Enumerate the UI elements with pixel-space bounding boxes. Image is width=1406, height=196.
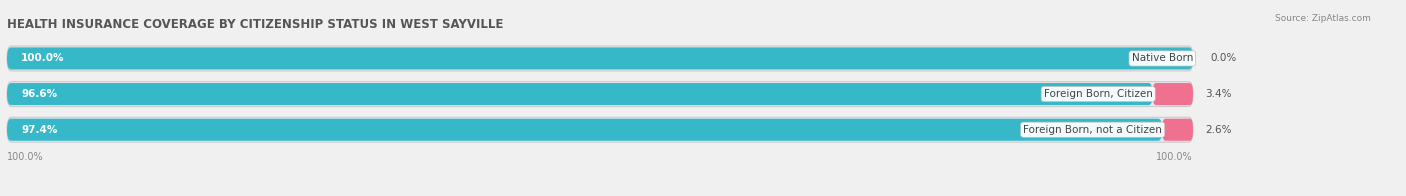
Text: 97.4%: 97.4% <box>21 125 58 135</box>
Text: 100.0%: 100.0% <box>7 152 44 162</box>
FancyBboxPatch shape <box>7 82 1192 107</box>
FancyBboxPatch shape <box>7 119 1163 141</box>
FancyBboxPatch shape <box>7 117 1192 142</box>
Text: 0.0%: 0.0% <box>1211 54 1237 64</box>
Text: 100.0%: 100.0% <box>21 54 65 64</box>
Text: 100.0%: 100.0% <box>1156 152 1192 162</box>
Text: 2.6%: 2.6% <box>1205 125 1232 135</box>
Text: HEALTH INSURANCE COVERAGE BY CITIZENSHIP STATUS IN WEST SAYVILLE: HEALTH INSURANCE COVERAGE BY CITIZENSHIP… <box>7 18 503 31</box>
FancyBboxPatch shape <box>7 83 1153 105</box>
Text: 3.4%: 3.4% <box>1205 89 1232 99</box>
Text: Source: ZipAtlas.com: Source: ZipAtlas.com <box>1275 14 1371 23</box>
FancyBboxPatch shape <box>7 46 1192 71</box>
Text: Foreign Born, not a Citizen: Foreign Born, not a Citizen <box>1024 125 1163 135</box>
FancyBboxPatch shape <box>7 47 1192 70</box>
Text: 96.6%: 96.6% <box>21 89 58 99</box>
Text: Native Born: Native Born <box>1132 54 1192 64</box>
Text: Foreign Born, Citizen: Foreign Born, Citizen <box>1043 89 1153 99</box>
FancyBboxPatch shape <box>1153 83 1192 105</box>
FancyBboxPatch shape <box>1163 119 1192 141</box>
